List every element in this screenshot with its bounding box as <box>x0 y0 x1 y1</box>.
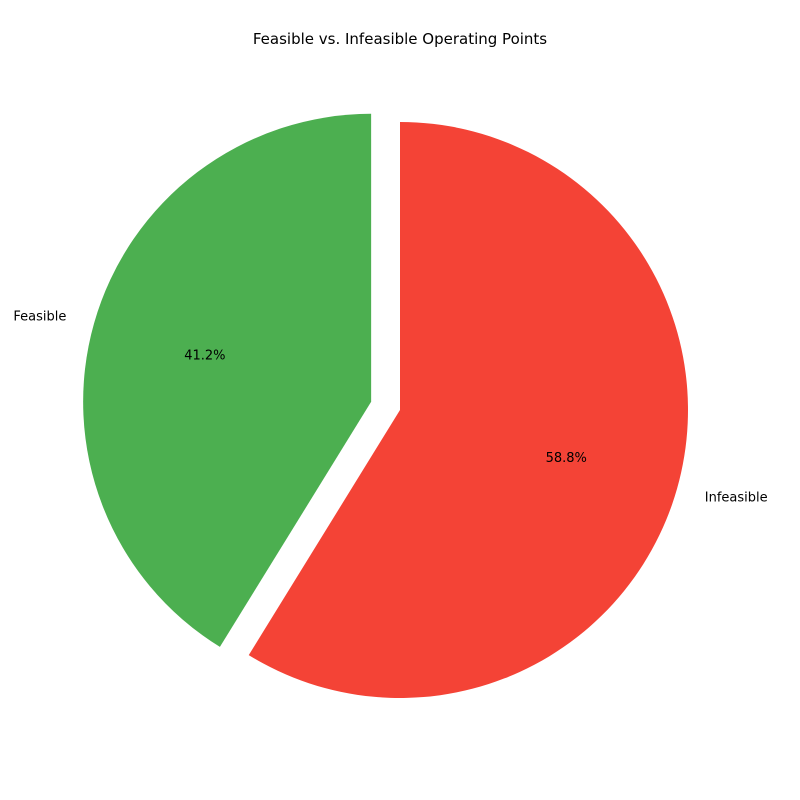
percent-label-feasible: 41.2% <box>184 349 225 364</box>
pie-slice-feasible <box>83 113 372 647</box>
slice-label-feasible: Feasible <box>13 309 66 324</box>
pie-slice-infeasible <box>248 122 688 698</box>
percent-label-infeasible: 58.8% <box>546 451 587 466</box>
pie-slices <box>83 113 688 698</box>
chart-title: Feasible vs. Infeasible Operating Points <box>253 30 547 48</box>
slice-label-infeasible: Infeasible <box>705 490 768 505</box>
pie-labels: Feasible 41.2% Infeasible 58.8% <box>13 309 767 505</box>
